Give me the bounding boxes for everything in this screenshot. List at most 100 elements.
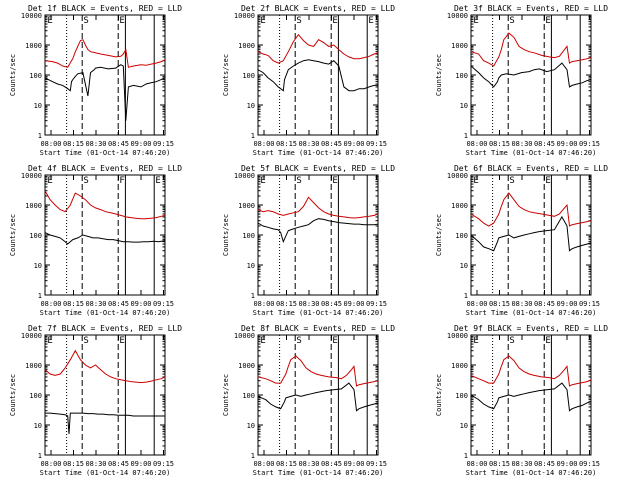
plot-frame [257, 334, 379, 456]
chart-panel: Det 5f BLACK = Events, RED = LLD E S E 1 10 10… [222, 164, 395, 317]
marker-label: E [47, 336, 52, 346]
marker-label: S [83, 16, 88, 26]
marker-label: E [473, 16, 478, 26]
x-tick-label: 09:00 [130, 140, 151, 148]
series-line-lld [257, 355, 379, 387]
y-tick-label: 100 [455, 232, 468, 240]
x-tick-label: 08:30 [85, 140, 106, 148]
x-tick-label: 08:30 [511, 460, 532, 468]
chart-panel: Det 8f BLACK = Events, RED = LLD E S E 1 10 10… [222, 324, 395, 477]
x-tick-label: 08:00 [40, 140, 61, 148]
x-tick-label: 08:30 [85, 460, 106, 468]
x-tick-label: 08:45 [321, 460, 342, 468]
y-tick-label: 10 [460, 422, 468, 430]
y-tick-label: 10 [247, 102, 255, 110]
plot-frame [257, 14, 379, 136]
y-tick-label: 10000 [21, 12, 42, 20]
series-line-lld [44, 349, 166, 384]
plot-frame [470, 174, 592, 296]
plot-frame [470, 14, 592, 136]
y-tick-label: 1000 [451, 362, 468, 370]
marker-label: S [509, 176, 514, 186]
chart-panel: Det 6f BLACK = Events, RED = LLD E S E 1 10 10… [435, 164, 608, 317]
y-tick-label: 1 [464, 292, 468, 300]
marker-label: E [47, 16, 52, 26]
marker-label: S [296, 176, 301, 186]
y-axis-label: Counts/sec [9, 374, 17, 416]
y-tick-label: 10000 [234, 12, 255, 20]
x-axis-label: Start Time (01-Oct-14 07:46:20) [40, 149, 171, 157]
x-tick-label: 08:45 [108, 140, 129, 148]
y-tick-label: 10 [247, 262, 255, 270]
x-tick-label: 08:00 [253, 140, 274, 148]
chart-panel: Det 4f BLACK = Events, RED = LLD E S F E 1 10 1… [9, 164, 182, 317]
plot-frame [44, 14, 166, 136]
y-axis-label: Counts/sec [222, 214, 230, 256]
x-tick-label: 09:00 [343, 460, 364, 468]
y-tick-label: 1000 [238, 202, 255, 210]
marker-label: E [332, 176, 337, 186]
y-axis-label: Counts/sec [435, 374, 443, 416]
chart-title: Det 5f BLACK = Events, RED = LLD [241, 164, 395, 173]
series-line-events [470, 62, 592, 88]
x-axis-label: Start Time (01-Oct-14 07:46:20) [40, 309, 171, 317]
y-axis-label: Counts/sec [222, 54, 230, 96]
plot-frame [257, 174, 379, 296]
series-line-events [257, 382, 379, 412]
y-tick-label: 1 [251, 452, 255, 460]
y-tick-label: 10 [460, 262, 468, 270]
chart-title: Det 8f BLACK = Events, RED = LLD [241, 324, 395, 333]
y-tick-label: 1000 [451, 42, 468, 50]
plot-frame [44, 174, 166, 296]
y-tick-label: 10000 [234, 172, 255, 180]
x-axis-label: Start Time (01-Oct-14 07:46:20) [40, 469, 171, 477]
y-tick-label: 10000 [447, 332, 468, 340]
x-tick-label: 08:00 [40, 300, 61, 308]
x-tick-label: 09:00 [130, 460, 151, 468]
x-axis-label: Start Time (01-Oct-14 07:46:20) [253, 469, 384, 477]
x-tick-label: 09:00 [556, 460, 577, 468]
x-tick-label: 08:00 [253, 300, 274, 308]
y-tick-label: 1000 [451, 202, 468, 210]
marker-label: E [368, 16, 373, 26]
x-tick-label: 08:45 [534, 460, 555, 468]
marker-label: E [332, 16, 337, 26]
marker-label: E [260, 176, 265, 186]
y-tick-label: 1 [251, 132, 255, 140]
marker-label: S [83, 336, 88, 346]
marker-label: E [545, 336, 550, 346]
y-tick-label: 100 [455, 392, 468, 400]
marker-label: E [119, 16, 124, 26]
y-tick-label: 10000 [21, 332, 42, 340]
y-tick-label: 100 [29, 392, 42, 400]
x-tick-label: 08:15 [63, 300, 84, 308]
x-tick-label: 08:45 [108, 300, 129, 308]
y-tick-label: 1000 [238, 362, 255, 370]
y-axis-label: Counts/sec [9, 214, 17, 256]
x-tick-label: 09:15 [153, 300, 174, 308]
x-axis-label: Start Time (01-Oct-14 07:46:20) [466, 149, 597, 157]
x-tick-label: 09:15 [366, 460, 387, 468]
marker-label: E [545, 176, 550, 186]
series-line-events [470, 215, 592, 252]
x-tick-label: 08:00 [253, 460, 274, 468]
x-tick-label: 09:15 [153, 140, 174, 148]
x-tick-label: 08:15 [489, 300, 510, 308]
chart-panel: Det 9f BLACK = Events, RED = LLD E S E 1 10 10… [435, 324, 608, 477]
x-tick-label: 08:30 [511, 140, 532, 148]
chart-title: Det 1f BLACK = Events, RED = LLD [28, 4, 182, 13]
chart-title: Det 3f BLACK = Events, RED = LLD [454, 4, 608, 13]
marker-label: S [509, 336, 514, 346]
x-tick-label: 08:00 [40, 460, 61, 468]
x-axis-label: Start Time (01-Oct-14 07:46:20) [466, 309, 597, 317]
x-tick-label: 08:00 [466, 140, 487, 148]
x-tick-label: 08:15 [489, 140, 510, 148]
x-axis-label: Start Time (01-Oct-14 07:46:20) [466, 469, 597, 477]
x-axis-label: Start Time (01-Oct-14 07:46:20) [253, 149, 384, 157]
x-tick-label: 09:00 [556, 140, 577, 148]
x-tick-label: 09:15 [366, 140, 387, 148]
chart-title: Det 9f BLACK = Events, RED = LLD [454, 324, 608, 333]
x-tick-label: 09:15 [366, 300, 387, 308]
x-tick-label: 08:15 [63, 460, 84, 468]
